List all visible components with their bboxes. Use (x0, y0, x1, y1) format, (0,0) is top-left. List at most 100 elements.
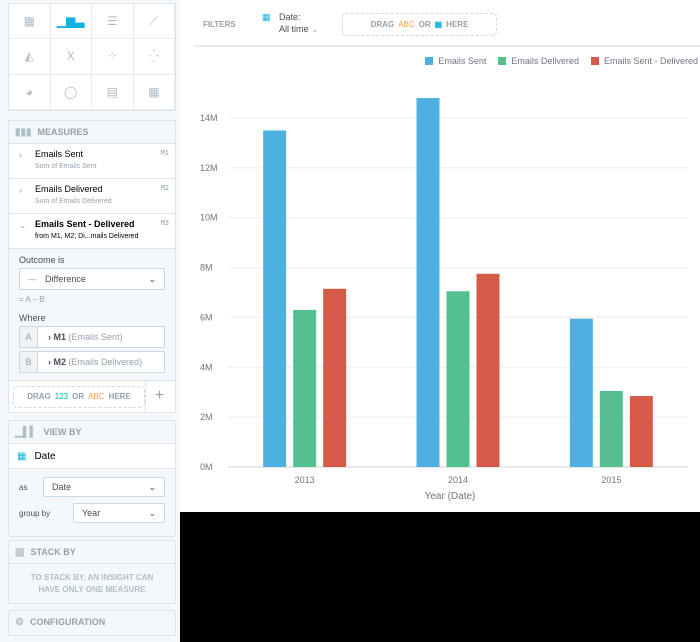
measure-name: Emails Sent (35, 149, 84, 159)
legend-label: Emails Delivered (511, 56, 579, 66)
outcome-select[interactable]: — Difference ⌄ (19, 268, 165, 290)
column-chart-icon[interactable]: ▁▆▃ (50, 4, 92, 40)
headline-icon[interactable]: X (50, 39, 92, 75)
group-by-select[interactable]: Year ⌄ (73, 503, 165, 523)
y-tick-label: 8M (200, 263, 213, 273)
bar[interactable] (599, 390, 623, 467)
chevron-down-icon: ⌄ (148, 481, 156, 492)
left-panel: ▦ ▁▆▃ ☰ ⟋ ◭ X ⁘ ⁛ ◕ ◯ ▤ ▦ ▮▮▮ MEASURES › Emails Sent S… (0, 0, 180, 642)
x-tick-label: 2015 (601, 475, 621, 485)
measure-name: Emails Delivered (35, 184, 103, 194)
measures-panel: ▮▮▮ MEASURES › Emails Sent Sum of Emails Se… (8, 120, 176, 413)
view-by-item-label: Date (34, 450, 56, 462)
drag-text: DRAG (370, 20, 395, 29)
measure-drop-zone[interactable]: DRAG 123 OR ABC HERE (13, 385, 145, 408)
y-tick-label: 0M (200, 462, 213, 472)
stack-by-title: STACK BY (30, 547, 76, 557)
operand-name: (Emails Sent) (68, 332, 123, 342)
add-measure-button[interactable]: + (145, 380, 173, 413)
group-by-label: group by (19, 508, 51, 518)
y-tick-label: 6M (200, 312, 213, 322)
configuration-title: CONFIGURATION (29, 617, 106, 627)
drag-text: DRAG (27, 392, 51, 401)
date-filter[interactable]: ▦ Date: All time ⌄ (262, 12, 319, 35)
y-tick-label: 14M (200, 113, 218, 123)
measure-item-m1[interactable]: › Emails Sent Sum of Emails Sent M1 (9, 143, 175, 178)
x-tick-label: 2013 (295, 475, 315, 485)
view-by-item[interactable]: ▦ Date (9, 443, 175, 469)
bar[interactable] (323, 288, 347, 467)
as-value: Date (52, 482, 72, 492)
bar[interactable] (569, 318, 593, 467)
chevron-right-icon[interactable]: › (19, 185, 22, 195)
measure-id: M3 (160, 219, 169, 227)
heatmap-icon[interactable]: ▦ (133, 74, 175, 110)
donut-icon[interactable]: ◯ (50, 74, 92, 110)
legend-swatch (425, 57, 434, 65)
x-axis-title: Year (Date) (424, 491, 476, 502)
treemap-icon[interactable]: ▤ (92, 74, 134, 110)
bar[interactable] (263, 130, 287, 467)
calculated-measure-settings: Outcome is — Difference ⌄ = A – B Where A ›… (9, 248, 175, 380)
outcome-value: Difference (45, 274, 86, 284)
legend-label: Emails Sent - Delivered (603, 56, 698, 66)
measure-item-m3[interactable]: ⌄ Emails Sent - Delivered from M1, M2; Di.… (9, 213, 175, 248)
line-chart-icon[interactable]: ⟋ (133, 4, 175, 40)
measure-id: M2 (160, 184, 169, 192)
drag-text: OR (72, 392, 85, 401)
filter-drop-zone[interactable]: DRAG ABC OR ▦ HERE (342, 13, 497, 36)
number-icon: 123 (54, 392, 69, 401)
stack-by-message: TO STACK BY, AN INSIGHT CAN HAVE ONLY ON… (9, 563, 175, 604)
bar[interactable] (629, 395, 653, 467)
chevron-down-icon: ⌄ (148, 273, 156, 284)
chart-legend: Emails Sent Emails Delivered Emails Sent -… (425, 56, 698, 66)
abc-icon: ABC (88, 392, 105, 401)
legend-item[interactable]: Emails Sent (425, 56, 486, 66)
legend-item[interactable]: Emails Delivered (498, 56, 579, 66)
as-label: as (19, 482, 28, 492)
stack-by-icon: ▥ (15, 546, 25, 558)
legend-swatch (590, 57, 599, 65)
bar[interactable] (446, 291, 470, 467)
area-chart-icon[interactable]: ◭ (9, 39, 51, 75)
table-icon[interactable]: ▦ (9, 4, 51, 40)
measure-sub: from M1, M2; Di...mails Delivered (35, 233, 139, 240)
operand-id: M1 (53, 332, 67, 342)
legend-label: Emails Sent (438, 56, 487, 66)
y-tick-label: 10M (200, 213, 218, 223)
calendar-icon: ▦ (434, 20, 443, 29)
pie-icon[interactable]: ◕ (9, 74, 51, 110)
view-by-icon: ▁▌▍ (15, 426, 38, 438)
chevron-right-icon[interactable]: › (19, 150, 22, 160)
scatter-icon[interactable]: ⁘ (92, 39, 134, 75)
chevron-down-icon: ⌄ (148, 507, 156, 518)
where-label: Where (19, 313, 46, 323)
chevron-down-icon: ⌄ (311, 24, 319, 34)
operand-b[interactable]: B › M2 (Emails Delivered) (19, 351, 165, 373)
calendar-icon: ▦ (17, 450, 27, 462)
filters-label: FILTERS (203, 20, 236, 29)
bar[interactable] (476, 273, 500, 467)
configuration-panel[interactable]: ⚙ CONFIGURATION (8, 610, 176, 636)
chevron-down-icon[interactable]: ⌄ (19, 220, 27, 230)
operand-letter: B (20, 352, 38, 372)
bar[interactable] (293, 309, 317, 467)
chevron-right-icon: › (48, 357, 51, 367)
y-tick-label: 4M (200, 362, 213, 372)
bar[interactable] (416, 98, 440, 468)
formula: = A – B (19, 295, 45, 304)
bubble-icon[interactable]: ⁛ (133, 39, 175, 75)
measures-icon: ▮▮▮ (15, 126, 32, 138)
date-filter-value: All time (279, 24, 309, 34)
measure-name: Emails Sent - Delivered (35, 219, 135, 229)
measures-title: MEASURES (37, 127, 89, 137)
as-select[interactable]: Date ⌄ (43, 477, 165, 497)
gear-icon: ⚙ (15, 616, 24, 628)
measure-item-m2[interactable]: › Emails Delivered Sum of Emails Delivered… (9, 178, 175, 213)
operand-a[interactable]: A › M1 (Emails Sent) (19, 326, 165, 348)
bar-chart-icon[interactable]: ☰ (92, 4, 134, 40)
y-tick-label: 12M (200, 163, 218, 173)
calendar-icon: ▦ (262, 12, 271, 22)
bar-chart: 0M 2M 4M 6M 8M 10M 12M 14M 2013 2014 2015 (200, 98, 688, 485)
legend-item[interactable]: Emails Sent - Delivered (590, 56, 698, 66)
